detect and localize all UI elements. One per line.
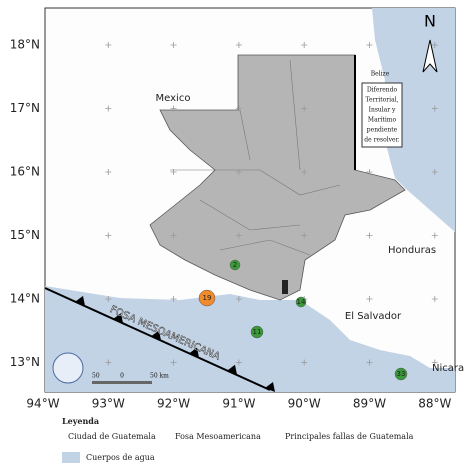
- trench-tooth: [75, 295, 85, 306]
- event-label: 2: [233, 261, 237, 269]
- legend-item: Principales fallas de Guatemala: [285, 432, 414, 441]
- trench-line: [44, 287, 271, 391]
- grid-cross: [431, 105, 438, 112]
- grid-cross: [170, 359, 177, 366]
- country-label: Honduras: [388, 245, 436, 256]
- dispute-text: pendiente: [367, 127, 398, 134]
- city-marker: [282, 280, 288, 294]
- legend-swatch: [62, 452, 80, 463]
- grid-cross: [170, 232, 177, 239]
- trench-tooth: [227, 364, 237, 375]
- legend-item: Fosa Mesoamericana: [175, 432, 261, 441]
- grid-cross: [235, 232, 242, 239]
- dispute-text: Marítimo: [368, 117, 397, 124]
- grid-cross: [170, 105, 177, 112]
- dispute-text: Territorial,: [366, 97, 399, 104]
- trench-tooth: [113, 313, 123, 324]
- grid-cross: [105, 105, 112, 112]
- legend-item: Ciudad de Guatemala: [68, 432, 156, 441]
- lon-label: 94°W: [26, 397, 59, 411]
- grid-cross: [431, 359, 438, 366]
- lon-label: 91°W: [222, 397, 255, 411]
- grid-cross: [170, 169, 177, 175]
- country-label: Mexico: [156, 93, 191, 104]
- grid-cross: [105, 169, 112, 175]
- grid-cross: [366, 169, 373, 175]
- event-marker: [198, 289, 216, 307]
- grid-cross: [105, 296, 112, 302]
- trench-teeth: [75, 295, 275, 392]
- guatemala: [149, 54, 406, 301]
- grid-cross: [431, 232, 438, 239]
- lat-label: 13°N: [10, 355, 40, 369]
- trench-tooth: [151, 330, 161, 341]
- lon-label: 93°W: [92, 397, 125, 411]
- trench-tooth: [189, 347, 199, 358]
- north-arrow: [422, 39, 438, 73]
- grid-cross: [301, 232, 308, 239]
- event-marker: [394, 367, 408, 381]
- country-label: El Salvador: [345, 311, 402, 322]
- lat-label: 17°N: [10, 101, 40, 115]
- north-label: N: [424, 12, 436, 31]
- grid-cross: [170, 42, 177, 48]
- grid-cross: [431, 296, 438, 302]
- scale-label: 50 km: [150, 373, 169, 380]
- grid-cross: [170, 296, 177, 302]
- event-marker: [229, 259, 241, 271]
- lon-label: 92°W: [157, 397, 190, 411]
- grid-cross: [366, 42, 373, 48]
- grid-cross: [235, 169, 242, 175]
- lon-label: 89°W: [353, 397, 386, 411]
- grid-cross: [366, 296, 373, 302]
- lat-label: 15°N: [10, 228, 40, 242]
- dispute-text: Insular y: [369, 107, 396, 114]
- grid-cross: [235, 105, 242, 112]
- grid-cross: [235, 296, 242, 302]
- pacific-ocean: [45, 286, 455, 392]
- trench-tooth: [265, 382, 275, 392]
- dispute-text: Diferendo: [367, 87, 398, 94]
- grid-cross: [301, 359, 308, 366]
- event-label: 14: [297, 298, 306, 306]
- legend-title: Leyenda: [62, 416, 99, 426]
- event-label: 33: [397, 370, 406, 378]
- scale-bar: [92, 381, 152, 384]
- departments: [170, 59, 341, 256]
- grid-cross: [105, 359, 112, 366]
- grid-cross: [301, 169, 308, 175]
- scale-label: 0: [120, 373, 124, 380]
- grid-cross: [366, 232, 373, 239]
- grid-cross: [431, 42, 438, 48]
- grid-cross: [431, 169, 438, 175]
- event-label: 11: [253, 328, 262, 336]
- grid-cross: [105, 42, 112, 48]
- grid-cross: [366, 359, 373, 366]
- dispute-text: de resolver.: [364, 137, 399, 144]
- grid-cross: [301, 42, 308, 48]
- grid-cross: [301, 105, 308, 112]
- country-label: Belize: [371, 71, 390, 78]
- lat-label: 18°N: [10, 38, 40, 52]
- lon-label: 90°W: [288, 397, 321, 411]
- event-marker: [295, 296, 307, 308]
- event-label: 19: [203, 294, 212, 302]
- lon-label: 88°W: [418, 397, 451, 411]
- country-label: Nicara: [432, 363, 464, 374]
- scale-label: 50: [92, 373, 100, 380]
- logo: [52, 352, 84, 384]
- grid-cross: [235, 42, 242, 48]
- lat-label: 14°N: [10, 292, 40, 306]
- event-marker: [250, 325, 264, 339]
- legend-item: Cuerpos de agua: [86, 453, 155, 462]
- dispute-box: [361, 82, 403, 148]
- grid-cross: [235, 359, 242, 366]
- grid-crosses: [105, 42, 438, 366]
- lat-label: 16°N: [10, 165, 40, 179]
- grid-cross: [105, 232, 112, 239]
